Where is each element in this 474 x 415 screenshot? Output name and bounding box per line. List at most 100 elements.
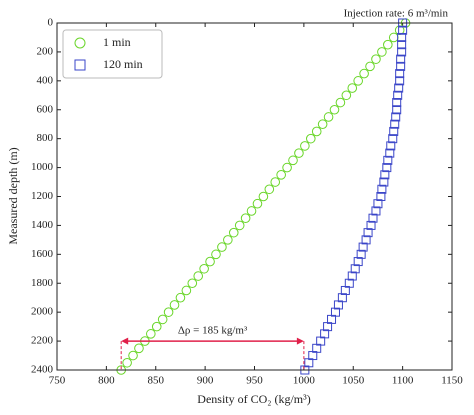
data-point (394, 83, 404, 93)
data-point (382, 163, 392, 173)
data-point (341, 90, 352, 101)
data-point (193, 271, 204, 281)
data-point (181, 285, 192, 296)
x-tick-label: 850 (148, 375, 165, 387)
data-point (305, 133, 316, 144)
data-point (371, 54, 381, 64)
y-tick-label: 2200 (31, 335, 54, 347)
arrow-head (296, 337, 304, 345)
data-point (258, 191, 269, 202)
plot-frame (56, 22, 453, 371)
x-tick-label: 1150 (441, 375, 463, 387)
data-point (379, 177, 389, 187)
data-point (264, 184, 275, 195)
y-tick-label: 1200 (31, 190, 54, 202)
y-tick-label: 1000 (31, 161, 54, 173)
data-point (383, 155, 393, 165)
legend-box (62, 29, 163, 79)
x-tick-label: 1100 (392, 375, 414, 387)
data-point (388, 32, 399, 43)
data-point (366, 220, 376, 230)
data-point (386, 141, 396, 151)
y-tick-label: 1600 (31, 248, 54, 260)
data-point (169, 300, 180, 310)
annotation: Δρ = 185 kg/m³ (178, 325, 248, 337)
data-point (276, 170, 286, 180)
data-point (397, 47, 407, 57)
data-point (359, 68, 369, 79)
data-point (350, 264, 360, 274)
data-point (217, 242, 227, 252)
data-point (335, 97, 346, 108)
data-point (317, 119, 328, 130)
y-tick-label: 2400 (31, 364, 54, 376)
x-tick-label: 1050 (342, 375, 365, 387)
data-point (377, 184, 387, 194)
data-point (282, 162, 292, 173)
data-point (358, 242, 368, 252)
annotation: Injection rate: 6 m³/min (344, 8, 449, 20)
x-tick-label: 800 (98, 375, 115, 387)
data-point (368, 213, 378, 223)
data-point (395, 69, 405, 79)
data-point (187, 278, 198, 289)
data-point (333, 300, 343, 310)
x-tick-label: 1000 (293, 375, 316, 387)
legend-marker (74, 59, 86, 71)
y-tick-label: 1800 (31, 277, 54, 289)
x-tick-label: 950 (246, 375, 263, 387)
arrow-head (121, 337, 129, 345)
y-tick-label: 400 (37, 74, 54, 86)
data-point (383, 39, 393, 50)
data-point (252, 198, 263, 209)
data-point (373, 199, 383, 209)
data-point (146, 329, 156, 339)
y-tick-label: 600 (37, 103, 54, 115)
data-point (340, 285, 350, 295)
y-tick-label: 800 (37, 132, 54, 144)
data-point (329, 104, 340, 115)
data-point (300, 141, 310, 151)
data-point (347, 83, 358, 93)
y-tick-label: 2000 (31, 306, 54, 318)
y-tick-label: 1400 (31, 219, 54, 231)
data-point (223, 235, 233, 245)
data-point (390, 119, 400, 129)
data-point (240, 213, 251, 223)
legend-text: 120 min (103, 57, 143, 71)
data-point (122, 357, 132, 368)
y-tick-label: 200 (37, 45, 54, 57)
legend-marker (74, 37, 86, 49)
data-point (376, 192, 386, 201)
data-point (151, 321, 162, 332)
data-point (211, 249, 221, 260)
data-point (397, 40, 407, 50)
data-point (388, 134, 398, 144)
data-point (199, 263, 209, 274)
data-point (371, 206, 381, 216)
data-point (246, 206, 257, 216)
data-point (389, 126, 399, 136)
x-tick-label: 750 (49, 375, 66, 387)
y-axis-title: Measured depth (m) (6, 147, 20, 244)
x-tick-label: 900 (197, 375, 214, 387)
data-point (288, 155, 298, 166)
legend-text: 1 min (103, 35, 131, 49)
data-point (385, 148, 395, 158)
data-point (398, 25, 408, 35)
data-point (347, 271, 357, 281)
data-point (163, 307, 174, 317)
data-point (294, 148, 304, 158)
data-point (380, 170, 390, 180)
data-point (395, 76, 405, 86)
data-point (228, 227, 239, 238)
y-tick-label: 0 (48, 17, 54, 29)
data-point (397, 32, 407, 42)
data-point (392, 105, 402, 115)
data-point (270, 177, 281, 187)
data-point (323, 322, 333, 332)
data-point (396, 61, 406, 71)
x-axis-title: Density of CO₂ (kg/m³) (197, 392, 310, 406)
data-point (356, 249, 366, 259)
